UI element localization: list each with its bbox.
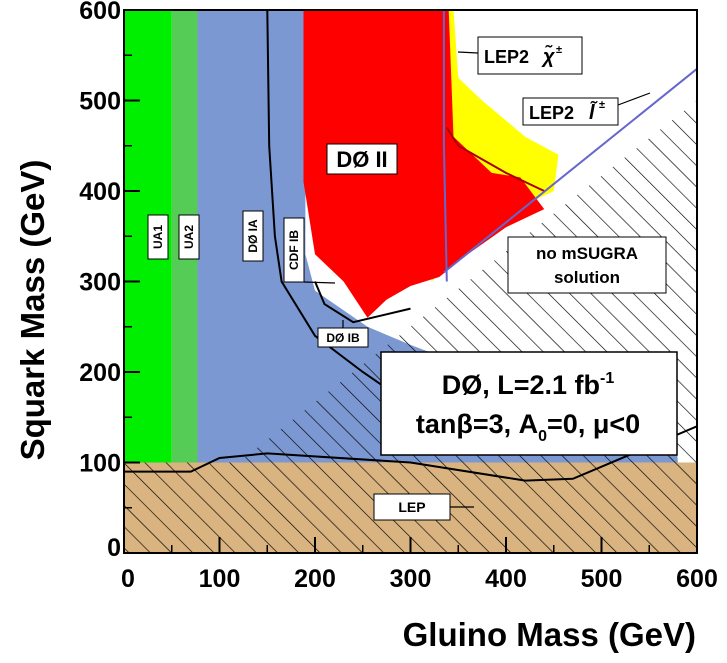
lep2-slepton-label: LEP2 l̃ ± bbox=[522, 97, 619, 126]
x-tick-label: 200 bbox=[294, 565, 336, 593]
y-tick-label: 300 bbox=[79, 269, 121, 297]
cdf-ib-label-box bbox=[283, 217, 305, 283]
ua1-label-box bbox=[147, 214, 169, 260]
ua2-label-text: UA2 bbox=[182, 225, 196, 249]
d0-ii-edge-curve bbox=[445, 127, 545, 192]
info-box-frame bbox=[380, 351, 678, 456]
x-tick-label: 500 bbox=[581, 565, 623, 593]
ua1-label: UA1 bbox=[147, 214, 169, 260]
lep2-slepton-box bbox=[522, 97, 619, 126]
info-line1-sup: -1 bbox=[600, 370, 614, 387]
y-tick-label: 100 bbox=[79, 450, 121, 478]
x-tick-label: 400 bbox=[485, 565, 527, 593]
no-msugra-box bbox=[507, 236, 667, 294]
cdf-ib-label-text: CDF IB bbox=[287, 230, 301, 270]
x-tick-label: 600 bbox=[676, 565, 718, 593]
lep2-chargino-symbol: χ̃ bbox=[541, 44, 556, 68]
x-tick-label: 300 bbox=[390, 565, 432, 593]
lep2-chargino-sup: ± bbox=[556, 44, 562, 56]
d0-ia-label-box bbox=[242, 210, 264, 262]
d0-ii-label-text: DØ II bbox=[336, 147, 387, 172]
no-msugra-line1: no mSUGRA bbox=[536, 244, 638, 263]
lep2-chargino-label: LEP2 χ̃ ± bbox=[477, 36, 583, 75]
d0-ii-label-box bbox=[326, 143, 398, 175]
info-line2-main: tanβ=3, A bbox=[416, 409, 538, 439]
ua2-label-box bbox=[178, 214, 200, 260]
d0-ib-label: DØ IB bbox=[317, 327, 369, 348]
info-line2-end: =0, μ<0 bbox=[547, 409, 640, 439]
x-tick-label: 100 bbox=[199, 565, 241, 593]
no-msugra-label: no mSUGRA solution bbox=[507, 236, 667, 294]
lep2-chargino-box bbox=[477, 36, 583, 75]
x-tick-label: 0 bbox=[121, 565, 135, 593]
d0-ib-curve bbox=[314, 281, 411, 324]
x-axis-title: Gluino Mass (GeV) bbox=[403, 616, 696, 653]
cdf-ib-label: CDF IB bbox=[283, 217, 305, 283]
d0-ib-label-text: DØ IB bbox=[326, 331, 360, 345]
y-tick-label: 600 bbox=[79, 0, 121, 25]
y-tick-label: 200 bbox=[79, 359, 121, 387]
run1-exclusion-region bbox=[197, 10, 678, 463]
y-tick-label: 500 bbox=[79, 88, 121, 116]
lep-label: LEP bbox=[373, 493, 451, 521]
d0-ii-label: DØ II bbox=[326, 143, 398, 175]
y-tick-label: 0 bbox=[107, 534, 121, 562]
ua2-label: UA2 bbox=[178, 214, 200, 260]
y-tick-label: 400 bbox=[79, 178, 121, 206]
info-line2: tanβ=3, A0=0, μ<0 bbox=[416, 409, 640, 445]
d0-ia-label-text: DØ IA bbox=[246, 219, 260, 253]
info-line1-main: DØ, L=2.1 fb bbox=[442, 370, 600, 400]
info-box: DØ, L=2.1 fb-1 tanβ=3, A0=0, μ<0 bbox=[380, 351, 678, 456]
lep2-slepton-sup: ± bbox=[599, 99, 605, 111]
info-line2-sub: 0 bbox=[538, 428, 547, 445]
info-line1: DØ, L=2.1 fb-1 bbox=[442, 370, 615, 400]
lep2-slepton-pointer bbox=[617, 92, 651, 106]
cdf-ib-pointer bbox=[303, 281, 336, 284]
lep-limit-curve bbox=[124, 425, 697, 482]
d0-ia-label: DØ IA bbox=[242, 210, 264, 262]
lep2-slepton-curve bbox=[443, 68, 697, 274]
lep-label-text: LEP bbox=[398, 499, 425, 515]
ua1-label-text: UA1 bbox=[151, 225, 165, 249]
no-msugra-line2: solution bbox=[554, 268, 620, 287]
lep2-chargino-curve bbox=[442, 10, 448, 282]
y-axis-title: Squark Mass (GeV) bbox=[14, 160, 51, 461]
lep2-slepton-text: LEP2 bbox=[529, 103, 574, 123]
lep2-slepton-symbol: l̃ bbox=[589, 100, 599, 124]
lep2-chargino-pointer bbox=[457, 51, 479, 54]
lep2-chargino-text: LEP2 bbox=[484, 47, 529, 67]
